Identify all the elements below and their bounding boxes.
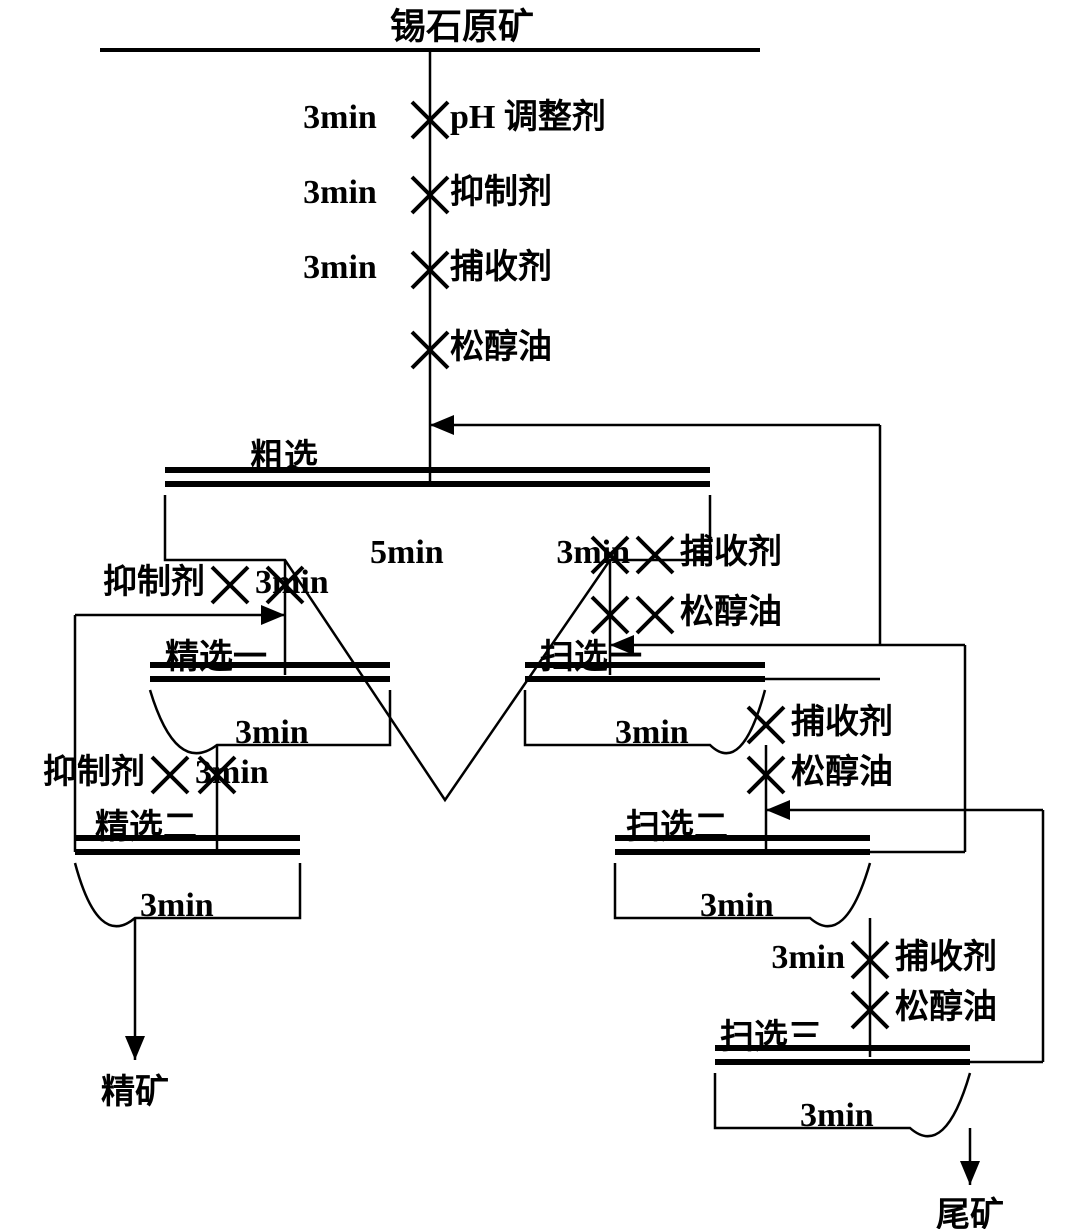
svg-text:抑制剂: 抑制剂: [43, 753, 145, 791]
svg-text:捕收剂: 捕收剂: [895, 938, 997, 976]
svg-text:锡石原矿: 锡石原矿: [390, 6, 534, 46]
svg-text:松醇油: 松醇油: [680, 593, 782, 631]
svg-text:3min: 3min: [235, 714, 309, 751]
svg-text:松醇油: 松醇油: [450, 328, 552, 366]
svg-text:3min: 3min: [303, 174, 377, 211]
svg-text:5min: 5min: [370, 534, 444, 571]
svg-text:精选一: 精选一: [165, 638, 267, 676]
svg-text:3min: 3min: [700, 887, 774, 924]
svg-text:捕收剂: 捕收剂: [791, 703, 893, 741]
svg-text:捕收剂: 捕收剂: [680, 533, 782, 571]
svg-text:抑制剂: 抑制剂: [103, 563, 205, 601]
svg-text:尾矿: 尾矿: [936, 1196, 1004, 1229]
svg-text:3min: 3min: [800, 1097, 874, 1134]
svg-text:3min: 3min: [255, 564, 329, 601]
svg-text:精矿: 精矿: [101, 1073, 169, 1111]
svg-text:3min: 3min: [303, 99, 377, 136]
svg-text:松醇油: 松醇油: [791, 753, 893, 791]
svg-text:3min: 3min: [771, 939, 845, 976]
svg-text:松醇油: 松醇油: [895, 988, 997, 1026]
svg-text:3min: 3min: [615, 714, 689, 751]
svg-text:3min: 3min: [303, 249, 377, 286]
svg-text:pH 调整剂: pH 调整剂: [450, 98, 606, 136]
svg-text:抑制剂: 抑制剂: [450, 173, 552, 211]
svg-text:捕收剂: 捕收剂: [450, 248, 552, 286]
svg-text:3min: 3min: [140, 887, 214, 924]
